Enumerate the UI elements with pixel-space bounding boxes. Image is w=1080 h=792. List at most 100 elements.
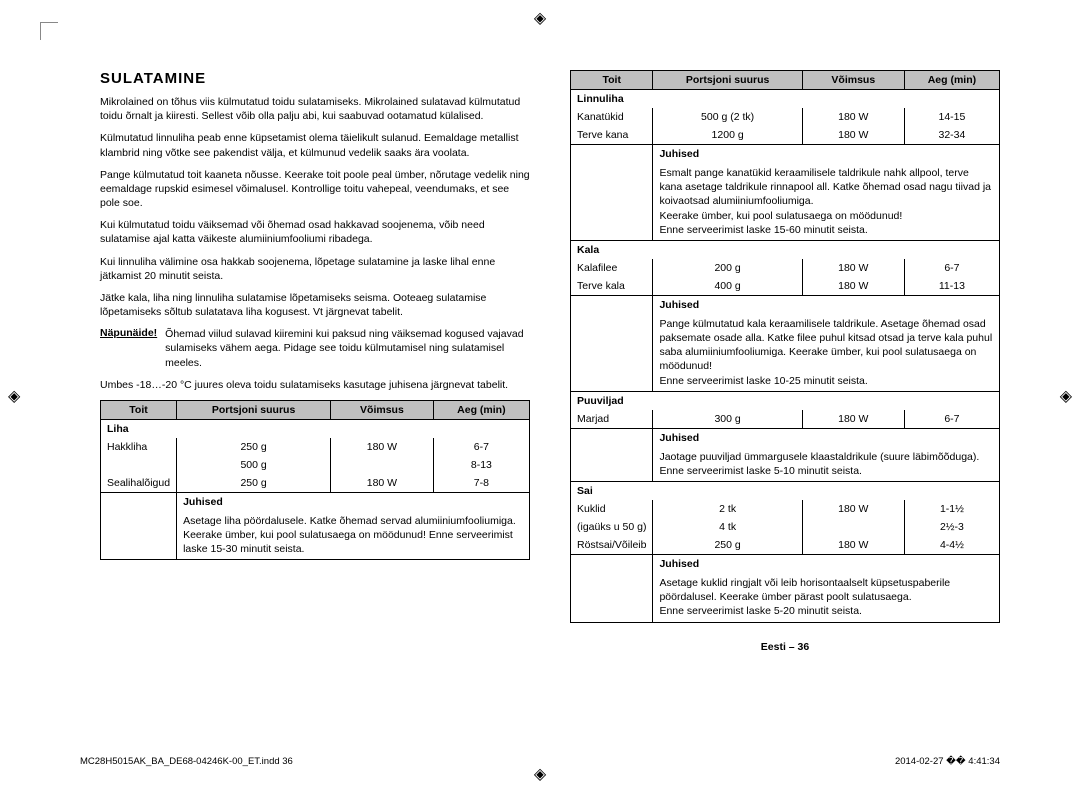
cell [571,447,653,482]
intro-p6: Jätke kala, liha ning linnuliha sulatami… [100,291,530,319]
cell: Kanatükid [571,108,653,126]
cell: 180 W [802,126,904,145]
table-right: Toit Portsjoni suurus Võimsus Aeg (min) … [570,70,1000,623]
cell: 8-13 [433,456,529,474]
th-portion: Portsjoni suurus [177,400,331,419]
juh-text: Pange külmutatud kala keraamilisele tald… [653,314,1000,391]
cell: Terve kana [571,126,653,145]
cell: 32-34 [904,126,999,145]
cell: 200 g [653,259,802,277]
intro-p5: Kui linnuliha välimine osa hakkab soojen… [100,255,530,283]
cell: 180 W [802,277,904,296]
cell: 6-7 [904,259,999,277]
cat-liha: Liha [101,419,530,438]
juh-label: Juhised [653,555,1000,574]
cell: 2½-3 [904,518,999,536]
cat-puuviljad: Puuviljad [571,391,1000,410]
intro-p3: Pange külmutatud toit kaaneta nõusse. Ke… [100,168,530,211]
cell [571,314,653,391]
cell: 500 g [177,456,331,474]
crop-mark [40,22,58,40]
cell: 500 g (2 tk) [653,108,802,126]
cell [571,145,653,164]
th-time: Aeg (min) [433,400,529,419]
left-column: SULATAMINE Mikrolained on tõhus viis kül… [100,70,530,653]
cat-kala: Kala [571,240,1000,259]
cell: 250 g [177,438,331,456]
cell: 180 W [331,474,434,493]
th-power: Võimsus [802,71,904,90]
cell [101,456,177,474]
print-footer: MC28H5015AK_BA_DE68-04246K-00_ET.indd 36… [80,756,1000,767]
juh-text: Asetage liha pöördalusele. Katke õhemad … [177,511,530,560]
cell: (igaüks u 50 g) [571,518,653,536]
tip-block: Näpunäide! Õhemad viilud sulavad kiiremi… [100,327,530,370]
cell: Kalafilee [571,259,653,277]
cell: 1200 g [653,126,802,145]
juh-text: Jaotage puuviljad ümmargusele klaastaldr… [653,447,1000,482]
th-food: Toit [101,400,177,419]
cell: 180 W [802,108,904,126]
cell: 250 g [653,536,802,555]
cell: Röstsai/Võileib [571,536,653,555]
footer-left: MC28H5015AK_BA_DE68-04246K-00_ET.indd 36 [80,756,293,767]
juh-label: Juhised [653,428,1000,447]
th-time: Aeg (min) [904,71,999,90]
cell: 300 g [653,410,802,429]
juh-label: Juhised [653,145,1000,164]
cell [802,518,904,536]
cell [571,295,653,314]
cell [571,555,653,574]
cell: 250 g [177,474,331,493]
th-power: Võimsus [331,400,434,419]
registration-mark-left: ◈ [8,386,20,406]
juh-label: Juhised [653,295,1000,314]
intro-p4: Kui külmutatud toidu väiksemad või õhema… [100,218,530,246]
cell: Sealihalõigud [101,474,177,493]
intro-p2: Külmutatud linnuliha peab enne küpsetami… [100,131,530,159]
cell: Kuklid [571,500,653,518]
cell [571,163,653,240]
page-number: Eesti – 36 [570,641,1000,653]
cell: Hakkliha [101,438,177,456]
registration-mark-right: ◈ [1060,386,1072,406]
juh-text: Esmalt pange kanatükid keraamilisele tal… [653,163,1000,240]
juh-label: Juhised [177,492,530,511]
cell [101,492,177,511]
table-left: Toit Portsjoni suurus Võimsus Aeg (min) … [100,400,530,561]
tip-label: Näpunäide! [100,327,157,370]
page-content: SULATAMINE Mikrolained on tõhus viis kül… [0,0,1080,683]
cell: 14-15 [904,108,999,126]
cell: 6-7 [904,410,999,429]
cell: 2 tk [653,500,802,518]
cell: 7-8 [433,474,529,493]
after-tip: Umbes -18…-20 °C juures oleva toidu sula… [100,378,530,392]
tip-body: Õhemad viilud sulavad kiiremini kui paks… [165,327,530,370]
cell: 180 W [331,438,434,456]
cell [101,511,177,560]
cell: 400 g [653,277,802,296]
cell: 11-13 [904,277,999,296]
cell [571,573,653,622]
juh-text: Asetage kuklid ringjalt või leib horison… [653,573,1000,622]
cell: 4-4½ [904,536,999,555]
cell: 180 W [802,536,904,555]
cell: 180 W [802,259,904,277]
footer-right: 2014-02-27 �� 4:41:34 [895,756,1000,767]
cat-sai: Sai [571,482,1000,501]
cell: 180 W [802,410,904,429]
cell: Marjad [571,410,653,429]
right-column: Toit Portsjoni suurus Võimsus Aeg (min) … [570,70,1000,653]
cell [571,428,653,447]
cell [331,456,434,474]
cell: 180 W [802,500,904,518]
cell: 6-7 [433,438,529,456]
cell: 1-1½ [904,500,999,518]
registration-mark-top: ◈ [534,8,546,28]
registration-mark-bottom: ◈ [534,764,546,784]
th-food: Toit [571,71,653,90]
cell: Terve kala [571,277,653,296]
heading: SULATAMINE [100,70,530,87]
cat-linnuliha: Linnuliha [571,90,1000,109]
cell: 4 tk [653,518,802,536]
